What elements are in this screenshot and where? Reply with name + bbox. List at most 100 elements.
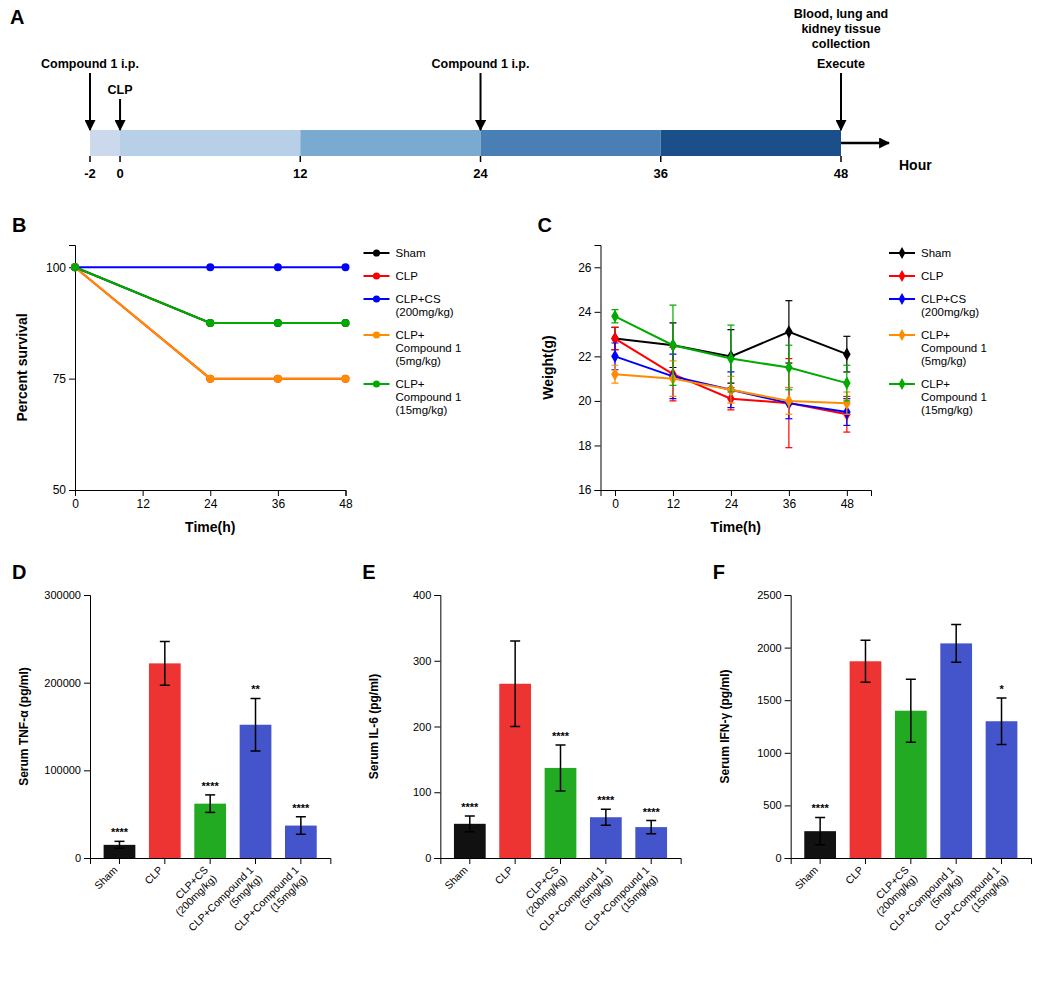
tick-label: 1000 — [757, 747, 781, 759]
tick: 0 — [75, 852, 90, 864]
error-bar-cap — [906, 678, 916, 680]
tick: 36 — [783, 490, 797, 511]
error-bar-stem — [650, 821, 652, 834]
tick: 22 — [578, 350, 600, 364]
error-bar-cap — [785, 300, 792, 301]
tick-label: CLP+Compound 1(15mg/kg) — [231, 863, 309, 941]
error-bar — [611, 343, 618, 370]
tick-mark — [300, 156, 302, 162]
error-bar-cap — [906, 742, 916, 744]
error-bar-cap — [727, 403, 734, 404]
error-bar-cap — [611, 327, 618, 328]
tick-mark — [820, 858, 821, 864]
tick-label: CLP+Compound 1(15mg/kg) — [581, 863, 659, 941]
point — [71, 263, 79, 271]
tick-mark — [731, 490, 732, 496]
point — [274, 319, 282, 327]
tick: 300000 — [44, 589, 90, 601]
tick-mark — [434, 792, 440, 793]
point — [342, 375, 350, 383]
tick-mark — [595, 267, 601, 268]
tick-label: 0 — [116, 166, 123, 181]
panel: D0100000200000300000ShamCLPCLP+CS(200mg/… — [12, 561, 331, 942]
error-bar-cap — [205, 794, 215, 796]
tick: Sham — [442, 858, 470, 891]
tick-mark — [785, 753, 791, 754]
tick-mark — [560, 858, 561, 864]
error-bar-cap — [843, 425, 850, 426]
error-bar-cap — [296, 816, 306, 818]
panel: AHour-2012243648Compound 1 i.p.CLPCompou… — [10, 6, 932, 181]
annotation: CLP — [108, 83, 133, 97]
error-bar-cap — [727, 409, 734, 410]
error-bar-stem — [560, 745, 562, 791]
tick-mark — [69, 490, 75, 491]
tick: 0 — [776, 852, 791, 864]
tick: 75 — [53, 372, 75, 386]
error-bar-stem — [300, 817, 302, 835]
error-bar-cap — [160, 641, 170, 643]
tick-label: 100 — [46, 261, 66, 275]
tick-label: 24 — [725, 497, 739, 511]
tick: 20 — [578, 394, 600, 408]
point — [785, 394, 793, 407]
tick-label: 1500 — [757, 694, 781, 706]
tick: 48 — [841, 490, 855, 511]
tick-label: 2000 — [757, 642, 781, 654]
axis-title: Serum IL-6 (pg/ml) — [367, 674, 381, 779]
tick: CLP+Compound 1(15mg/kg) — [231, 858, 309, 942]
tick-mark — [434, 661, 440, 662]
tick-mark — [119, 156, 121, 162]
point — [71, 263, 79, 271]
tick-label: 2500 — [757, 589, 781, 601]
significance-label: **** — [552, 730, 570, 742]
tick: CLP — [843, 858, 866, 886]
tick-mark — [789, 490, 790, 496]
error-bar-cap — [611, 365, 618, 366]
tick: 500 — [763, 799, 790, 811]
segment — [661, 130, 841, 156]
bar — [149, 663, 181, 858]
error-bar-cap — [556, 744, 566, 746]
annotation-arrow — [89, 73, 91, 130]
error-bar-cap — [114, 841, 124, 843]
error-bar-cap — [601, 809, 611, 811]
tick-label: CLP — [492, 864, 515, 887]
error-bar — [906, 679, 916, 742]
error-bar-cap — [843, 400, 850, 401]
segment — [90, 130, 120, 156]
tick: 24 — [578, 305, 600, 319]
tick: 48 — [339, 490, 353, 511]
error-bar-cap — [646, 833, 656, 835]
legend-marker — [899, 270, 906, 282]
error-bar — [785, 388, 792, 415]
bar — [850, 661, 882, 858]
point — [611, 368, 619, 381]
error-bar-cap — [669, 398, 676, 399]
error-bar — [785, 359, 792, 448]
tick-label: CLP — [142, 864, 165, 887]
error-bar-cap — [860, 639, 870, 641]
error-bar-cap — [160, 685, 170, 687]
axis: 0 500 1000 1500 2000 2500 — [757, 589, 791, 864]
legend-marker — [899, 247, 906, 259]
error-bar-cap — [669, 385, 676, 386]
point — [342, 375, 350, 383]
tick: 12 — [136, 490, 150, 511]
significance-label: **** — [643, 806, 661, 818]
error-bar-cap — [843, 336, 850, 337]
point — [727, 352, 735, 365]
segment — [300, 130, 480, 156]
tick-mark — [515, 858, 516, 864]
tick: 16 — [578, 483, 600, 497]
legend-label: CLP+CS(200mg/kg) — [921, 293, 979, 318]
error-bar-cap — [727, 407, 734, 408]
error-bar-cap — [669, 305, 676, 306]
error-bar-cap — [465, 831, 475, 833]
tick-mark — [595, 312, 601, 313]
error-bar-stem — [119, 841, 121, 848]
error-bar — [843, 365, 850, 401]
error-bar-cap — [727, 391, 734, 392]
tick-label: 24 — [204, 497, 218, 511]
axis: 5075100 — [46, 246, 76, 498]
